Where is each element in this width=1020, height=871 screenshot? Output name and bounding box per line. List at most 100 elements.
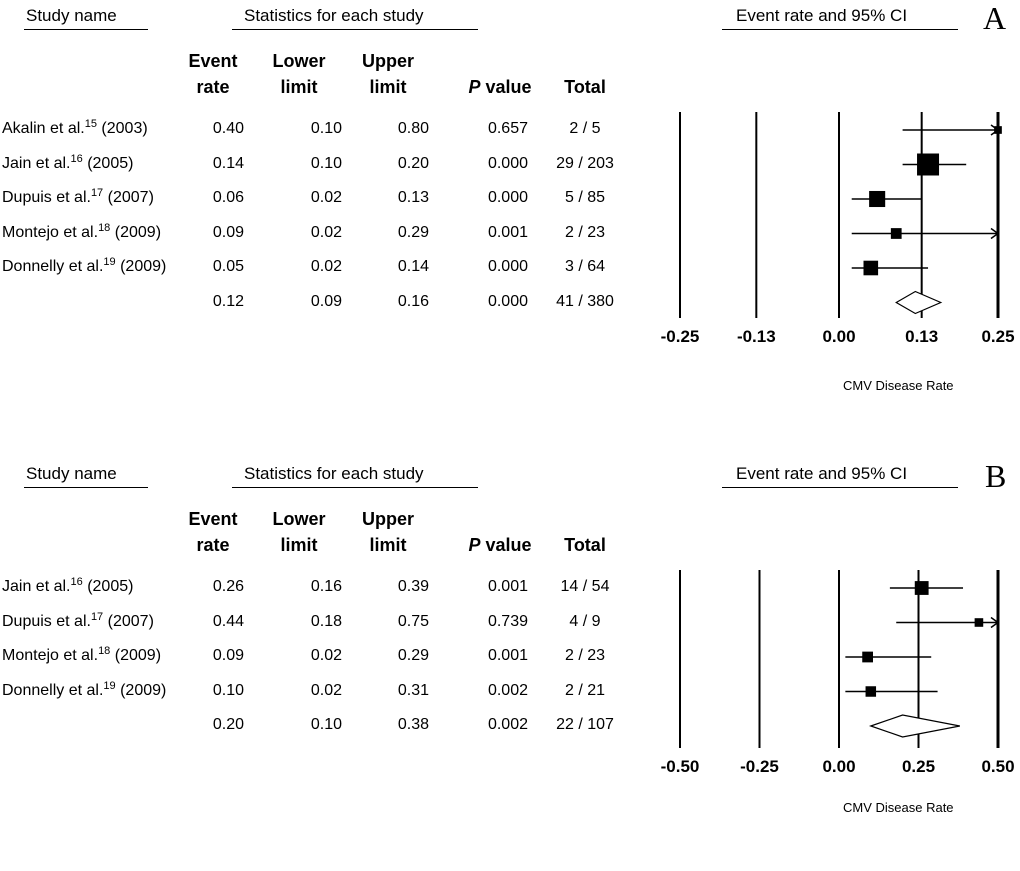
upper-limit-value: 0.31 — [397, 681, 429, 699]
p-value: 0.657 — [487, 120, 528, 137]
p-value: 0.000 — [487, 189, 528, 206]
summary-lower-limit-value: 0.10 — [310, 716, 342, 733]
study-ref: 16 — [70, 576, 83, 588]
study-name: Dupuis et al.17 (2007) — [2, 187, 154, 207]
point-estimate-square — [865, 686, 877, 697]
col-event-rate-line1: Event — [188, 509, 238, 529]
upper-limit-value: 0.29 — [397, 647, 429, 664]
col-lower-limit-line1: Lower — [272, 51, 326, 71]
study-name: Montejo et al.18 (2009) — [2, 646, 162, 665]
col-upper-limit-line2: limit — [369, 77, 407, 97]
x-axis-label: CMV Disease Rate — [843, 800, 954, 815]
point-estimate-square — [863, 260, 879, 276]
upper-limit-value: 0.14 — [397, 258, 429, 275]
x-tick-label: -0.25 — [740, 757, 779, 776]
study-name-underline — [24, 487, 148, 488]
study-year: (2009) — [120, 258, 167, 275]
study-year: (2009) — [114, 223, 162, 241]
ci-arrow — [990, 616, 1000, 629]
study-name-header: Study name — [26, 464, 117, 483]
forest-plot-svg: -0.50 -0.25 0.00 0.25 0.50 — [661, 570, 1015, 776]
summary-diamond — [895, 290, 943, 315]
study-ref: 15 — [84, 118, 97, 130]
study-name: Montejo et al.18 (2009) — [2, 222, 162, 242]
study-name: Donnelly et al.19 (2009) — [2, 680, 166, 700]
point-estimate-square — [974, 618, 984, 627]
statistics-header: Statistics for each study — [244, 464, 424, 483]
event-rate-value: 0.26 — [212, 578, 244, 595]
study-year: (2007) — [107, 612, 154, 630]
study-ref: 17 — [90, 187, 104, 199]
total-value: 5 / 85 — [564, 189, 606, 206]
forest-underline — [722, 29, 958, 30]
forest-header: Event rate and 95% CI — [736, 464, 908, 483]
study-year: (2009) — [114, 647, 162, 664]
total-value: 2 / 21 — [564, 681, 606, 699]
col-event-rate-line1: Event — [188, 51, 238, 71]
panel-letter: A — [983, 0, 1007, 36]
study-name-underline — [24, 29, 148, 30]
p-value: 0.001 — [487, 578, 528, 595]
study-year: (2005) — [87, 578, 134, 595]
col-p-value-italic: P — [468, 535, 481, 555]
p-value: 0.000 — [487, 154, 528, 172]
point-estimate-square — [917, 153, 940, 176]
upper-limit-value: 0.39 — [397, 578, 429, 595]
total-value: 2 / 5 — [569, 120, 601, 137]
panel-letter: B — [985, 458, 1007, 494]
study-author: Donnelly et al. — [2, 681, 104, 699]
total-value: 3 / 64 — [564, 258, 606, 275]
col-p-value: P value — [455, 74, 545, 100]
col-event-rate: Event rate — [173, 48, 253, 100]
total-value: 29 / 203 — [556, 154, 614, 172]
col-upper-limit-line2: limit — [369, 535, 407, 555]
point-estimate-square — [914, 581, 929, 595]
event-rate-value: 0.44 — [212, 612, 244, 630]
col-total: Total — [564, 77, 606, 97]
col-event-rate: Event rate — [173, 506, 253, 558]
study-author: Montejo et al. — [2, 647, 99, 664]
col-lower-limit: Lower limit — [259, 48, 339, 100]
lower-limit-value: 0.02 — [310, 681, 342, 699]
p-value: 0.000 — [487, 258, 528, 275]
lower-limit-value: 0.18 — [310, 612, 342, 630]
statistics-header: Statistics for each study — [244, 6, 424, 25]
forest-plot-svg: -0.25 -0.13 0.00 0.13 0.25 — [661, 112, 1015, 346]
col-upper-limit: Upper limit — [348, 48, 428, 100]
x-tick-label: 0.25 — [902, 757, 935, 776]
col-upper-limit-line1: Upper — [361, 509, 414, 529]
study-name: Akalin et al.15 (2003) — [2, 118, 148, 138]
study-year: (2007) — [107, 189, 154, 206]
forest-panel-a: Study name Statistics for each study Eve… — [0, 0, 1020, 413]
summary-total-value: 22 / 107 — [556, 716, 614, 733]
statistics-underline — [232, 487, 478, 488]
x-tick-label: -0.50 — [661, 757, 700, 776]
summary-event-rate-value: 0.20 — [212, 716, 244, 733]
col-event-rate-line2: rate — [196, 77, 230, 97]
col-lower-limit-line2: limit — [280, 535, 318, 555]
col-upper-limit: Upper limit — [348, 506, 428, 558]
study-year: (2003) — [101, 120, 148, 137]
summary-p-value: 0.002 — [487, 716, 528, 733]
study-author: Montejo et al. — [2, 223, 99, 241]
col-p-value-italic: P — [468, 77, 481, 97]
point-estimate-square — [994, 126, 1002, 134]
point-estimate-square — [862, 651, 873, 663]
study-name: Dupuis et al.17 (2007) — [2, 611, 154, 631]
study-author: Donnelly et al. — [2, 258, 104, 275]
study-name: Jain et al.16 (2005) — [2, 153, 133, 173]
total-value: 2 / 23 — [564, 647, 606, 664]
upper-limit-value: 0.20 — [397, 154, 429, 172]
x-axis-label: CMV Disease Rate — [843, 378, 954, 393]
lower-limit-value: 0.16 — [310, 578, 342, 595]
summary-p-value: 0.000 — [487, 292, 528, 310]
event-rate-value: 0.06 — [212, 189, 244, 206]
point-estimate-square — [890, 228, 902, 239]
study-author: Dupuis et al. — [2, 189, 91, 206]
lower-limit-value: 0.02 — [310, 258, 342, 275]
lower-limit-value: 0.02 — [310, 189, 342, 206]
study-author: Akalin et al. — [2, 120, 85, 137]
study-author: Jain et al. — [2, 154, 71, 172]
upper-limit-value: 0.13 — [397, 189, 429, 206]
study-author: Dupuis et al. — [2, 612, 91, 630]
